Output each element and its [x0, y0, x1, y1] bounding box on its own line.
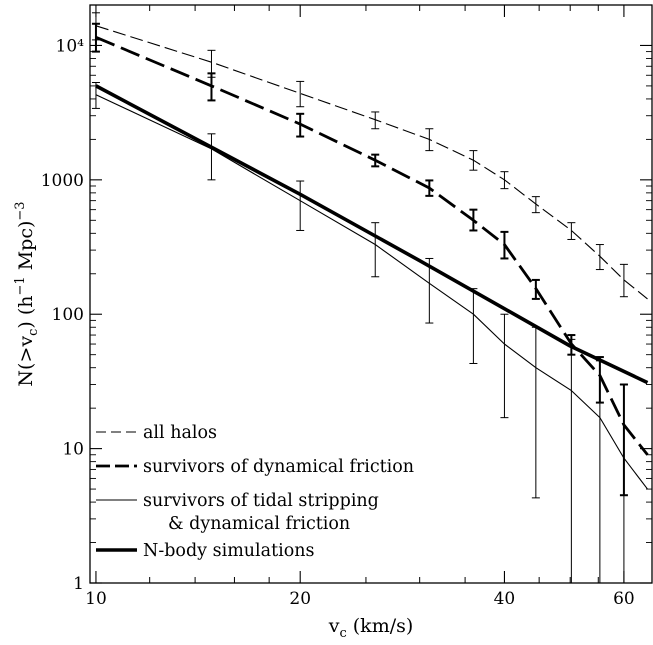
- y-tick-label-1: 10: [62, 440, 84, 460]
- series-line-1: [95, 25, 648, 300]
- y-label-pre: N(>v: [15, 336, 37, 387]
- y-label-mid: ) (h: [15, 295, 37, 328]
- legend-label-2: survivors of dynamical friction: [143, 457, 414, 477]
- y-label-post: Mpc): [15, 221, 37, 277]
- legend: all halos survivors of dynamical friction…: [96, 423, 414, 561]
- legend-label-line-1: survivors of tidal stripping: [143, 491, 379, 511]
- y-label-sup2: −3: [13, 201, 28, 220]
- x-axis-label: vc (km/s): [328, 615, 414, 640]
- x-label-main: v: [328, 615, 340, 637]
- y-label-sup: −1: [13, 276, 28, 295]
- y-tick-label-2: 100: [52, 305, 84, 325]
- x-tick-label-3: 60: [613, 589, 635, 609]
- series-line-2: [95, 36, 649, 456]
- x-label-sub: c: [339, 626, 346, 640]
- errorbar-layer: [91, 12, 628, 583]
- legend-label-1: all halos: [143, 423, 217, 443]
- series-line-3: [95, 94, 648, 490]
- x-tick-label-0: 10: [85, 589, 107, 609]
- x-tick-label-2: 40: [494, 589, 516, 609]
- y-axis-label: N(>vc) (h−1 Mpc)−3: [13, 201, 41, 386]
- legend-label-3: survivors of tidal stripping & dynamical …: [143, 491, 379, 534]
- series-layer: [95, 25, 649, 490]
- y-tick-label-3: 1000: [41, 171, 84, 191]
- x-tick-label-1: 20: [289, 589, 311, 609]
- y-tick-label-4: 10⁴: [56, 36, 85, 56]
- legend-label-line-2: & dynamical friction: [168, 514, 350, 534]
- y-tick-label-0: 1: [73, 574, 84, 594]
- legend-label-4: N-body simulations: [143, 541, 315, 561]
- x-label-rest: (km/s): [347, 615, 414, 637]
- series-line-4: [95, 84, 649, 385]
- y-label-sub: c: [26, 329, 41, 336]
- plot-frame: [89, 4, 653, 584]
